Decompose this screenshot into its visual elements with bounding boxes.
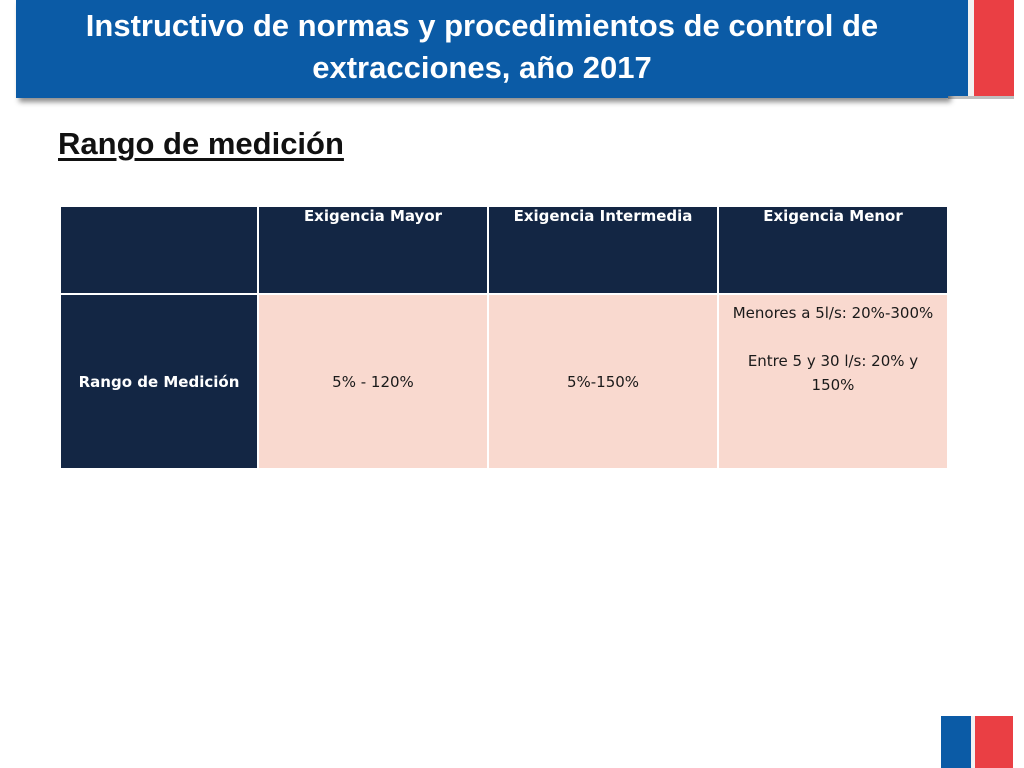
flag-stripe-red-bottom <box>975 716 1013 768</box>
cell-menor-line-1: Menores a 5l/s: 20%-300% <box>732 304 934 322</box>
flag-stripe-white <box>968 0 974 96</box>
table-header-intermedia: Exigencia Intermedia <box>489 207 717 293</box>
cell-exigencia-mayor: 5% - 120% <box>259 295 487 468</box>
flag-shadow <box>948 96 1014 99</box>
table-header-corner <box>61 207 257 293</box>
table-header-menor: Exigencia Menor <box>719 207 947 293</box>
flag-stripe-red <box>974 0 1014 96</box>
measurement-range-table: Exigencia Mayor Exigencia Intermedia Exi… <box>59 205 949 470</box>
cell-menor-line-2: Entre 5 y 30 l/s: 20% y 150% <box>747 352 919 394</box>
flag-stripe-blue-bottom <box>941 716 971 768</box>
slide-title-bar: Instructivo de normas y procedimientos d… <box>16 0 948 98</box>
table-header-row: Exigencia Mayor Exigencia Intermedia Exi… <box>61 207 947 293</box>
flag-stripe-white-bottom <box>971 716 975 768</box>
slide-title: Instructivo de normas y procedimientos d… <box>85 8 879 85</box>
table-header-mayor: Exigencia Mayor <box>259 207 487 293</box>
row-label: Rango de Medición <box>61 295 257 468</box>
cell-exigencia-intermedia: 5%-150% <box>489 295 717 468</box>
cell-exigencia-menor: Menores a 5l/s: 20%-300% Entre 5 y 30 l/… <box>719 295 947 468</box>
table-row: Rango de Medición 5% - 120% 5%-150% Meno… <box>61 295 947 468</box>
section-heading: Rango de medición <box>58 126 344 161</box>
